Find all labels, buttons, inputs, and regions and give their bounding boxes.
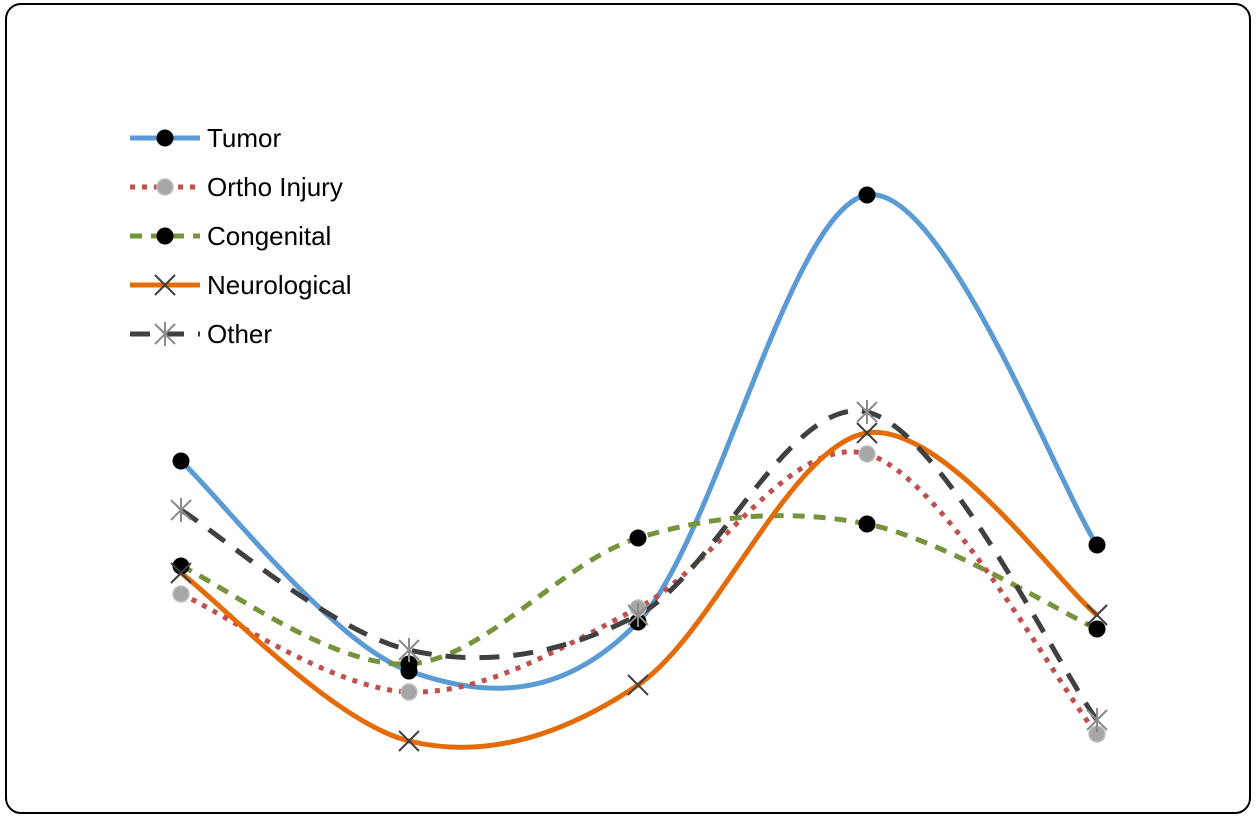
data-point-neurological: [1086, 604, 1108, 626]
data-point-ortho-injury: [400, 683, 418, 701]
chart-frame: [5, 3, 1251, 814]
legend-marker: [156, 227, 174, 245]
legend-label: Other: [207, 319, 272, 349]
data-point-ortho-injury: [858, 445, 876, 463]
legend-item-congenital: Congenital: [130, 221, 331, 251]
data-point-other: [170, 498, 192, 522]
legend-label: Congenital: [207, 221, 331, 251]
data-point-neurological: [398, 730, 420, 752]
series-line-other: [179, 408, 1100, 722]
data-point-congenital: [858, 515, 876, 533]
legend-item-other: Other: [130, 319, 272, 349]
series-line-tumor: [179, 192, 1100, 691]
legend-label: Neurological: [207, 270, 352, 300]
series-line-ortho-injury: [180, 449, 1099, 736]
data-point-neurological: [170, 562, 192, 584]
legend-item-neurological: Neurological: [130, 270, 352, 300]
data-point-other: [398, 638, 420, 662]
data-point-neurological: [856, 422, 878, 444]
data-point-other: [1086, 708, 1108, 732]
legend-label: Tumor: [207, 123, 281, 153]
data-point-tumor: [172, 452, 190, 470]
data-point-tumor: [858, 186, 876, 204]
data-point-other: [627, 603, 649, 627]
legend-item-ortho-injury: Ortho Injury: [130, 172, 343, 202]
data-point-congenital: [629, 529, 647, 547]
legend-item-tumor: Tumor: [130, 123, 281, 153]
data-point-congenital: [1088, 620, 1106, 638]
data-point-tumor: [1088, 536, 1106, 554]
legend-marker: [154, 322, 176, 346]
legend-label: Ortho Injury: [207, 172, 343, 202]
markers-layer: [170, 186, 1108, 752]
data-point-ortho-injury: [172, 585, 190, 603]
legend: Tumor Ortho Injury Congenital Neurological O…: [130, 123, 352, 349]
legend-marker: [156, 129, 174, 147]
data-point-neurological: [627, 674, 649, 696]
series-line-neurological: [179, 430, 1099, 750]
legend-marker: [156, 178, 174, 196]
legend-marker: [154, 274, 176, 296]
data-point-other: [856, 400, 878, 424]
